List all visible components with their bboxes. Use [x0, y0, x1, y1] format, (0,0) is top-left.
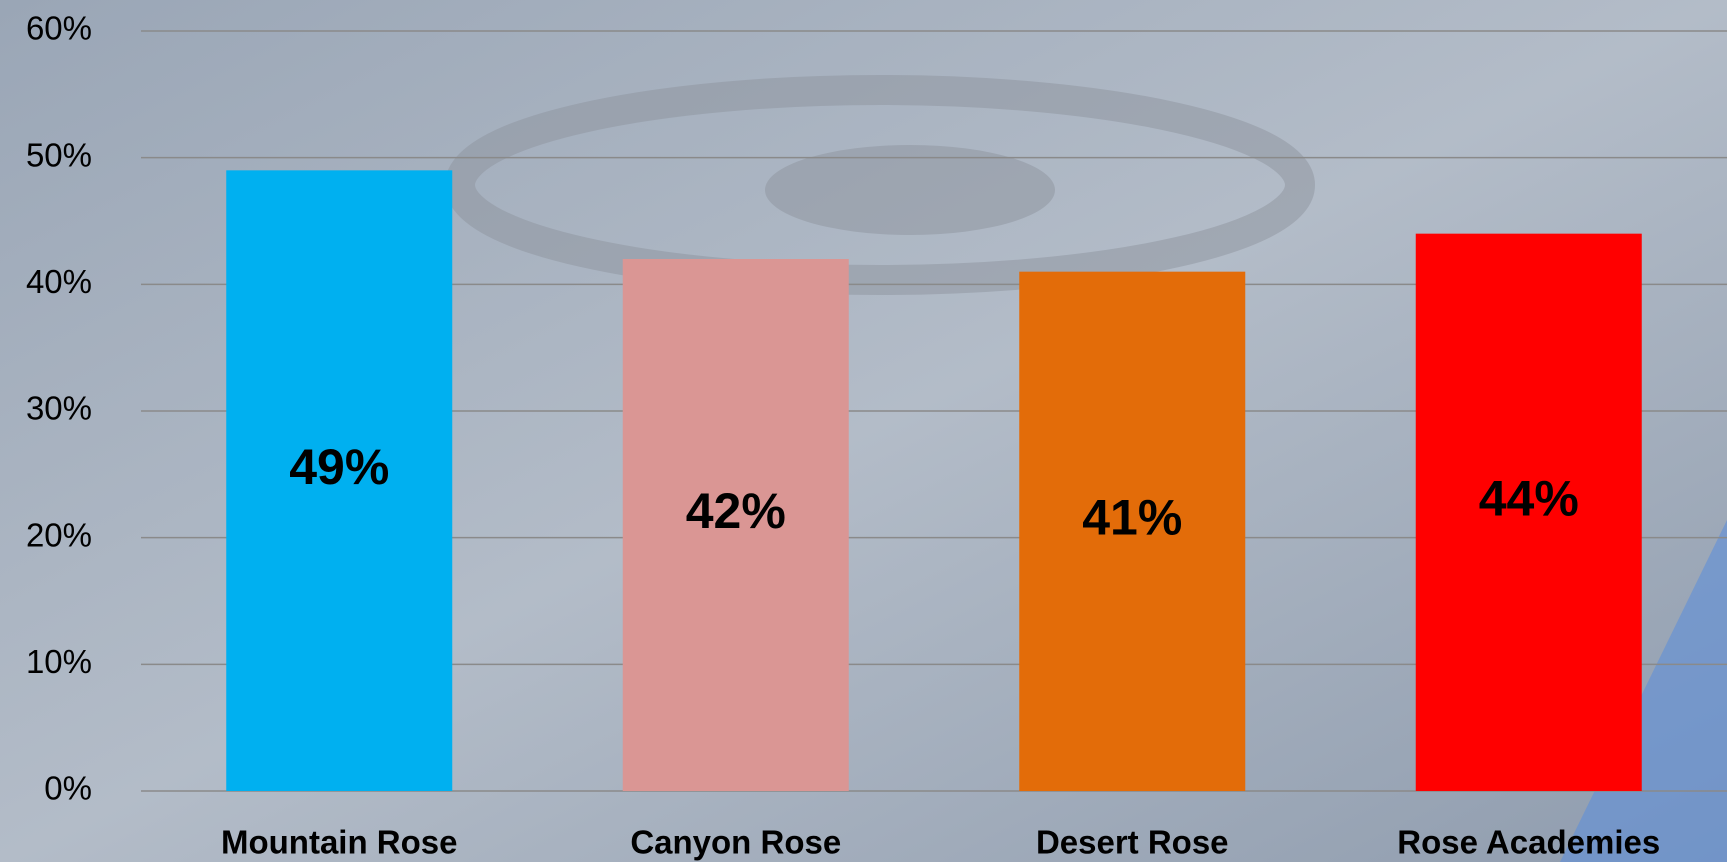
data-label: 44% [1479, 471, 1579, 527]
y-tick-label: 10% [26, 643, 92, 680]
x-tick-label: Rose Academies [1397, 824, 1660, 861]
x-tick-label: Canyon Rose [630, 824, 841, 861]
data-label: 49% [289, 439, 389, 495]
y-tick-label: 40% [26, 263, 92, 300]
y-tick-label: 30% [26, 390, 92, 427]
logo-disc [765, 145, 1055, 235]
y-tick-label: 50% [26, 136, 92, 173]
page: 0% 10% 20% 30% 40% 50% 60% 49% Mountain Rose 42% C… [0, 0, 1727, 862]
y-tick-label: 20% [26, 516, 92, 553]
x-tick-label: Mountain Rose [221, 824, 458, 861]
chart: 0% 10% 20% 30% 40% 50% 60% 49% Mountain Rose 42% C… [0, 0, 1727, 862]
y-tick-label: 0% [44, 770, 92, 807]
data-label: 41% [1082, 490, 1182, 546]
data-label: 42% [686, 483, 786, 539]
y-tick-label: 60% [26, 10, 92, 47]
x-tick-label: Desert Rose [1036, 824, 1229, 861]
